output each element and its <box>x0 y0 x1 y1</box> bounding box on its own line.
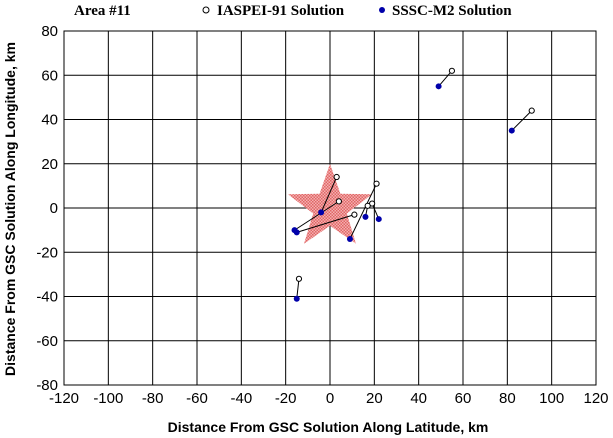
sssc-point <box>362 213 369 220</box>
legend-iaspei-marker <box>202 6 210 14</box>
x-tick-label: -40 <box>230 390 252 407</box>
iaspei-point <box>333 173 340 181</box>
y-tick-label: 80 <box>41 23 58 40</box>
sssc-point <box>346 235 353 242</box>
y-axis-title: Distance From GSC Solution Along Longitu… <box>2 42 18 376</box>
plot-frame <box>63 30 597 386</box>
sssc-point <box>293 295 300 302</box>
data-points <box>291 67 535 302</box>
sssc-point <box>293 229 300 236</box>
legend-iaspei-label: IASPEI-91 Solution <box>217 3 345 19</box>
y-tick-label: -80 <box>36 377 58 394</box>
iaspei-point <box>364 202 371 209</box>
x-tick-label: 120 <box>583 390 608 407</box>
x-tick-label: 60 <box>455 390 472 407</box>
connector-lines <box>294 70 533 299</box>
x-tick-label: 20 <box>366 390 383 407</box>
area-label: Area #11 <box>74 3 131 19</box>
x-tick-label: 80 <box>499 390 516 407</box>
connector-line <box>296 214 355 233</box>
sssc-point <box>375 216 382 223</box>
x-tick-label: -120 <box>49 390 79 407</box>
x-tick-label: -100 <box>93 390 123 407</box>
x-tick-label: -20 <box>275 390 297 407</box>
connector-line <box>349 183 378 240</box>
iaspei-point <box>295 275 303 282</box>
connector-line <box>511 110 533 131</box>
y-tick-label: -60 <box>36 333 58 350</box>
legend: IASPEI-91 Solution SSSC-M2 Solution <box>202 3 512 19</box>
sssc-point <box>508 127 515 134</box>
sssc-point <box>435 83 442 90</box>
x-tick-label: -80 <box>142 390 164 407</box>
y-tick-label: 0 <box>50 200 58 217</box>
y-tick-label: 20 <box>41 156 58 173</box>
x-tick-label: 40 <box>410 390 427 407</box>
y-tick-label: 60 <box>41 67 58 84</box>
y-tick-label: -20 <box>36 244 58 261</box>
x-tick-label: 0 <box>326 390 334 407</box>
connector-line <box>320 176 338 213</box>
reference-star <box>287 163 373 244</box>
connector-line <box>296 278 300 299</box>
iaspei-point <box>448 67 456 74</box>
legend-sssc-marker <box>379 7 385 13</box>
tick-labels: -120 -100 -80 -60 -40 -20 0 20 40 60 80 100 120 -80 -6… <box>36 23 608 407</box>
iaspei-point <box>528 107 535 114</box>
x-axis-title: Distance From GSC Solution Along Latitud… <box>168 419 489 435</box>
connector-line <box>438 70 453 87</box>
y-tick-label: -40 <box>36 289 58 306</box>
connector-line <box>294 200 340 231</box>
x-tick-label: 100 <box>539 390 564 407</box>
reference-star-shape <box>287 163 373 244</box>
y-tick-label: 40 <box>41 112 58 129</box>
iaspei-point <box>351 211 358 218</box>
sssc-point <box>318 209 325 216</box>
x-tick-label: -60 <box>186 390 208 407</box>
legend-sssc-label: SSSC-M2 Solution <box>392 3 512 19</box>
iaspei-point <box>373 180 380 187</box>
iaspei-point <box>335 198 342 205</box>
